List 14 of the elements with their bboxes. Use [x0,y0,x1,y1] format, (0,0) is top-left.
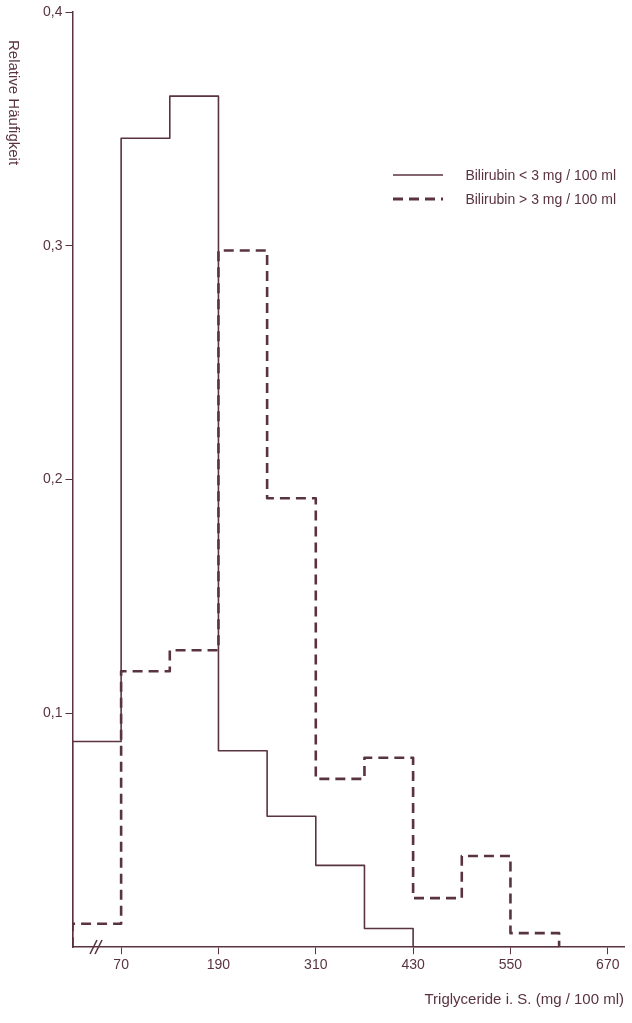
legend-label: Bilirubin < 3 mg / 100 ml [465,167,616,183]
x-tick-label: 70 [113,956,130,973]
x-tick-label: 310 [304,956,328,973]
y-tick-label: 0,4 [42,2,63,19]
y-tick-label: 0,3 [42,236,63,253]
x-tick-label: 430 [401,956,426,973]
y-tick-label: 0,1 [42,704,63,721]
x-axis-title: Triglyceride i. S. (mg / 100 ml) [424,990,624,1008]
legend-label: Bilirubin > 3 mg / 100 ml [465,191,616,207]
x-tick-label: 550 [498,956,523,973]
y-tick-label: 0,2 [42,470,63,487]
x-tick-label: 670 [596,956,620,973]
y-axis-title: Relative Häufigkeit [6,40,23,166]
x-tick-label: 190 [206,956,231,973]
